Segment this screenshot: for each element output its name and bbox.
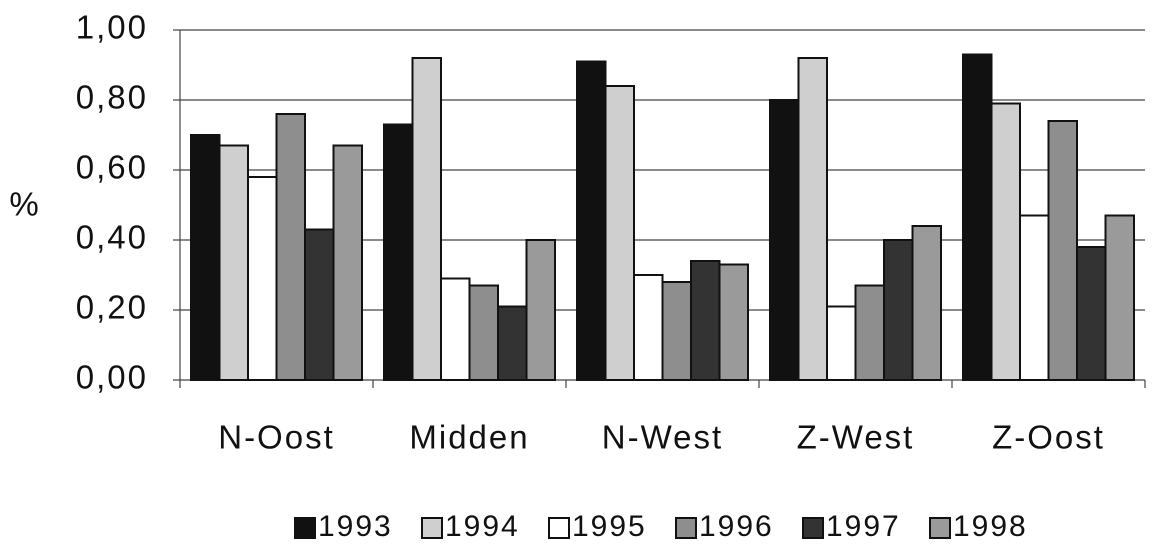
bar (990, 102, 1021, 381)
legend-label: 1996 (699, 510, 774, 543)
legend-swatch (802, 517, 824, 539)
y-tick-label: 0,00 (76, 359, 148, 396)
bar (633, 274, 664, 381)
bar (826, 305, 857, 381)
bar (690, 260, 721, 381)
legend-swatch (294, 517, 316, 539)
y-axis-label: % (9, 186, 40, 223)
bar (1019, 214, 1050, 381)
bar (332, 144, 363, 381)
legend-swatch (675, 517, 697, 539)
bar (383, 123, 414, 381)
bar (468, 284, 499, 381)
y-tick-label: 0,40 (76, 219, 148, 256)
y-tick-label: 0,60 (76, 149, 148, 186)
bar (661, 281, 692, 381)
legend-label: 1994 (445, 510, 520, 543)
x-tick-label: Midden (409, 419, 529, 456)
bar (911, 225, 942, 381)
bar (440, 277, 471, 381)
bar (1076, 246, 1107, 381)
x-tick-label: Z-Oost (992, 419, 1105, 456)
legend-label: 1993 (318, 510, 393, 543)
y-tick-label: 1,00 (76, 9, 148, 46)
bar (304, 228, 335, 381)
legend-swatch (548, 517, 570, 539)
bar (190, 134, 221, 381)
bar (1047, 120, 1078, 381)
bar (604, 85, 635, 381)
x-tick-label: N-West (602, 419, 723, 456)
bar (247, 176, 278, 381)
bar (576, 60, 607, 381)
bar (854, 284, 885, 381)
legend-label: 1995 (572, 510, 647, 543)
legend-label: 1998 (953, 510, 1028, 543)
y-tick-label: 0,20 (76, 289, 148, 326)
bar (718, 263, 749, 381)
legend-swatch (421, 517, 443, 539)
legend-swatch (929, 517, 951, 539)
bar (962, 53, 993, 381)
bar (883, 239, 914, 381)
legend-label: 1997 (826, 510, 901, 543)
bar (1104, 214, 1135, 381)
bar (769, 99, 800, 381)
bar (797, 57, 828, 381)
bar (497, 305, 528, 381)
bar (411, 57, 442, 381)
y-tick-label: 0,80 (76, 79, 148, 116)
bar (275, 113, 306, 381)
x-tick-label: Z-West (797, 419, 915, 456)
bar (218, 144, 249, 381)
x-tick-label: N-Oost (218, 419, 335, 456)
bar (525, 239, 556, 381)
